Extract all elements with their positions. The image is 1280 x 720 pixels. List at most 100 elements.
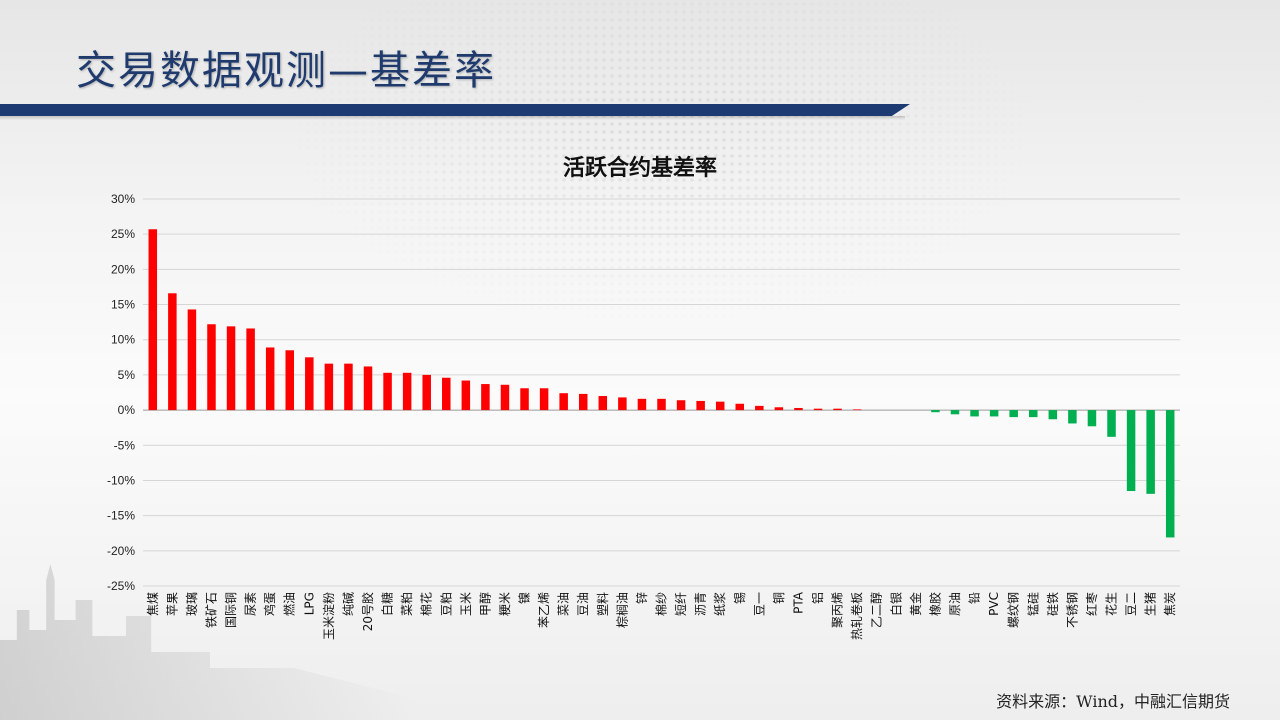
- bar: [852, 409, 862, 411]
- title-underline-shadow: [0, 116, 905, 120]
- bar: [559, 393, 568, 411]
- x-tick-label: 铅: [968, 592, 982, 604]
- bar: [833, 408, 842, 411]
- bar: [1068, 410, 1077, 424]
- bar: [676, 400, 686, 411]
- bar: [265, 347, 275, 411]
- chart-title: 活跃合约基差率: [562, 155, 717, 181]
- x-tick-label: 铜: [771, 592, 786, 604]
- bar: [637, 398, 647, 411]
- x-tick-label: 生猪: [1144, 592, 1158, 616]
- bar: [931, 410, 940, 413]
- x-tick-label: 焦煤: [146, 592, 160, 616]
- bar: [383, 372, 392, 411]
- bar: [755, 405, 764, 411]
- x-tick-label: 菜粕: [399, 592, 414, 616]
- x-tick-label: 锌: [635, 592, 649, 604]
- bar: [1165, 410, 1175, 538]
- bar: [461, 380, 471, 411]
- x-tick-label: 鸡蛋: [262, 592, 277, 616]
- bar: [520, 388, 529, 411]
- bar: [970, 410, 979, 417]
- y-tick-label: 25%: [111, 227, 135, 241]
- bar: [1087, 410, 1097, 427]
- bar: [481, 384, 490, 411]
- x-tick-label: 纸浆: [712, 592, 727, 616]
- x-tick-label: 硅铁: [1046, 592, 1060, 616]
- x-tick-label: 锰硅: [1025, 592, 1040, 616]
- x-tick-label: 红枣: [1084, 592, 1099, 616]
- x-tick-label: 燃油: [282, 592, 297, 616]
- bar: [1048, 410, 1058, 420]
- x-tick-label: 豆二: [1124, 592, 1138, 616]
- bar: [148, 229, 158, 411]
- bar: [285, 350, 294, 411]
- bar: [696, 400, 705, 411]
- x-tick-label: 菜油: [557, 592, 571, 616]
- bar: [735, 403, 745, 411]
- y-tick-label: -25%: [107, 579, 135, 593]
- bar: [657, 398, 666, 411]
- x-tick-label: 镍: [518, 592, 532, 604]
- x-tick-label: LPG: [302, 592, 316, 615]
- x-tick-label: 纯碱: [341, 592, 355, 616]
- x-tick-label: 20号胶: [360, 592, 375, 631]
- x-tick-label: PTA: [791, 591, 805, 614]
- bar: [168, 293, 177, 411]
- x-tick-label: 甲醇: [477, 592, 492, 616]
- y-tick-label: -10%: [107, 473, 135, 487]
- x-tick-label: 花生: [1104, 592, 1119, 616]
- bar: [1146, 410, 1155, 494]
- y-tick-label: 5%: [118, 368, 136, 382]
- y-tick-label: 30%: [111, 192, 135, 206]
- bar: [402, 372, 412, 411]
- x-tick-label: 尿素: [244, 592, 258, 616]
- x-tick-label: 乙二醇: [869, 592, 884, 628]
- x-tick-label: 玉米: [459, 592, 473, 616]
- x-tick-label: 锡: [732, 592, 747, 604]
- bar: [442, 377, 451, 411]
- x-tick-label: 豆油: [576, 592, 590, 616]
- bar: [500, 384, 510, 411]
- x-tick-label: 铁矿石: [204, 592, 218, 628]
- bar: [598, 396, 608, 411]
- bar: [950, 410, 960, 415]
- y-tick-label: 20%: [111, 262, 135, 276]
- y-tick-label: 15%: [111, 298, 135, 312]
- x-tick-label: 橡胶: [927, 592, 942, 616]
- x-tick-label: 聚丙烯: [831, 592, 845, 628]
- x-tick-label: 黄金: [908, 592, 923, 616]
- x-tick-label: PVC: [987, 592, 1001, 616]
- x-tick-label: 螺纹钢: [1007, 592, 1021, 628]
- bar: [1029, 410, 1038, 418]
- bar: [1107, 410, 1116, 437]
- x-tick-label: 豆粕: [438, 592, 453, 616]
- bar: [363, 366, 373, 411]
- x-tick-label: 原油: [948, 592, 962, 616]
- y-tick-label: -5%: [114, 438, 136, 452]
- title-underline-bar: [0, 104, 910, 116]
- x-tick-label: 不锈钢: [1065, 592, 1079, 628]
- y-tick-label: 10%: [111, 333, 135, 347]
- y-tick-label: -20%: [107, 544, 135, 558]
- bar: [989, 410, 999, 417]
- x-tick-label: 棉纱: [655, 592, 669, 616]
- x-tick-label: 焦炭: [1163, 592, 1177, 616]
- x-tick-label: 棉花: [419, 592, 434, 616]
- x-tick-label: 苹果: [165, 592, 179, 616]
- x-tick-label: 玻璃: [185, 592, 199, 616]
- bar: [344, 363, 353, 411]
- x-tick-label: 塑料: [595, 592, 610, 616]
- y-tick-label: -15%: [107, 509, 135, 523]
- bar: [324, 363, 334, 411]
- x-tick-label: 棕榈油: [614, 592, 629, 628]
- bar: [813, 408, 823, 411]
- x-tick-label: 铝: [810, 592, 825, 604]
- data-source-note: 资料来源：Wind，中融汇信期货: [996, 692, 1230, 711]
- bar: [1009, 410, 1018, 418]
- bar: [422, 374, 431, 411]
- bar: [618, 397, 627, 411]
- bar: [1126, 410, 1136, 492]
- x-tick-label: 短纤: [674, 592, 688, 616]
